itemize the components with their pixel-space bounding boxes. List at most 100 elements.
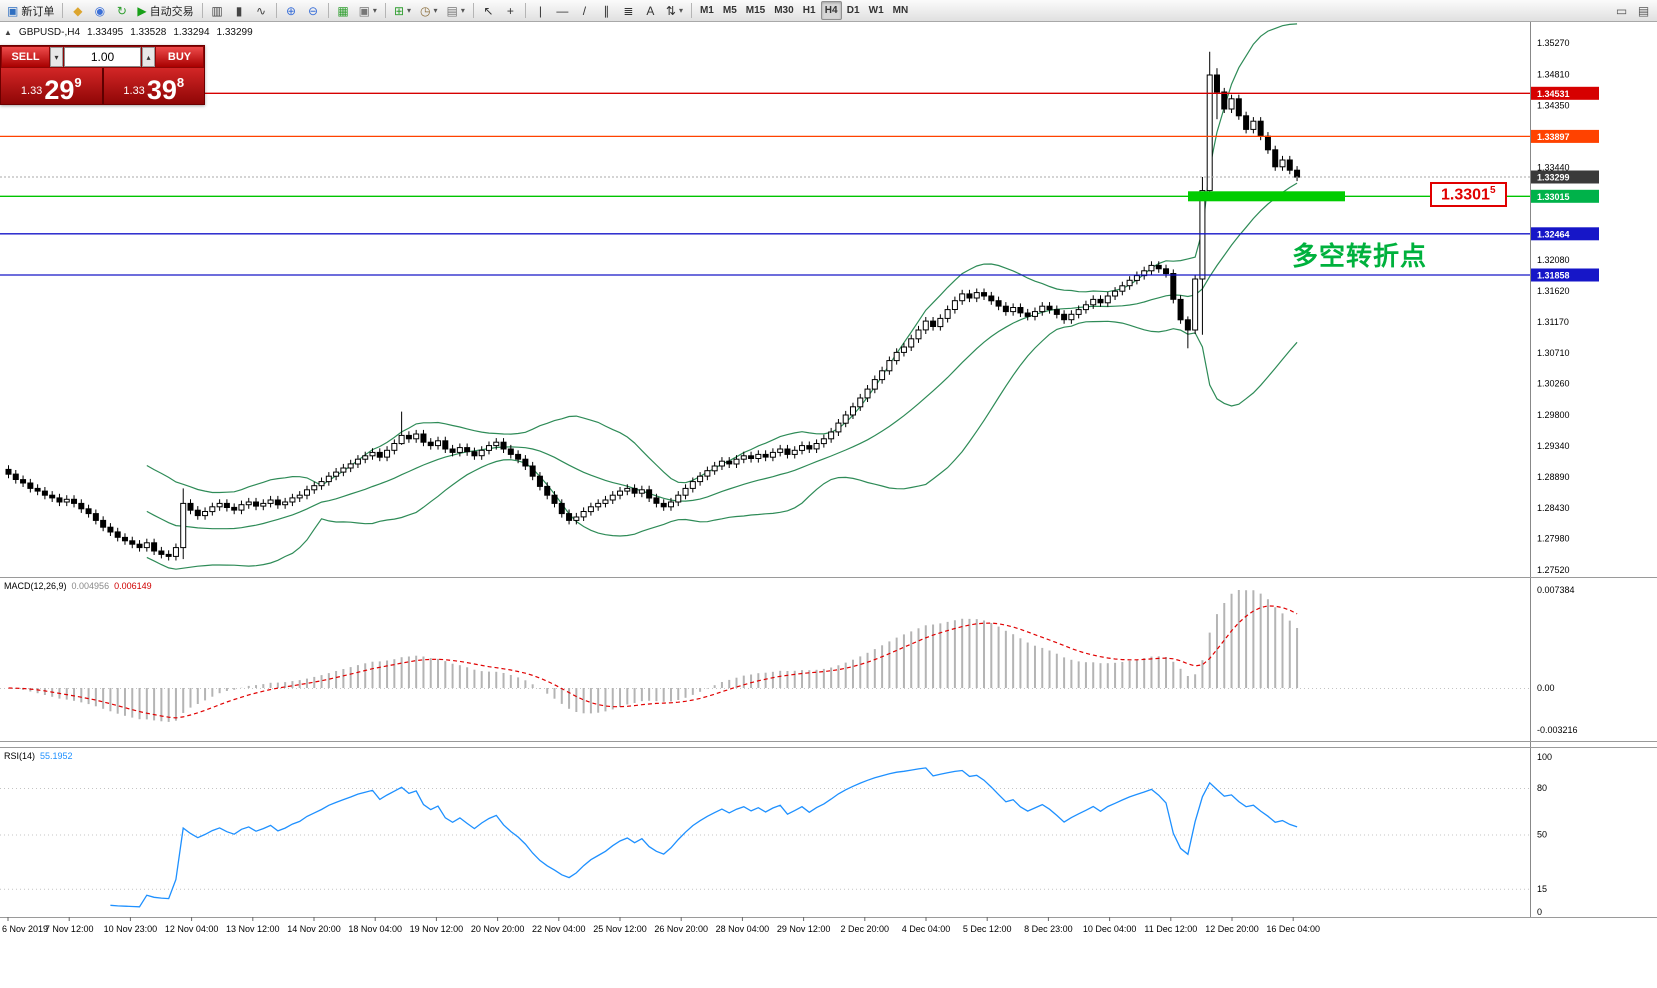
svg-text:1.34350: 1.34350: [1537, 101, 1570, 111]
auto-scroll-button[interactable]: ▤: [1633, 1, 1654, 20]
svg-text:1.34810: 1.34810: [1537, 69, 1570, 79]
svg-text:18 Nov 04:00: 18 Nov 04:00: [348, 924, 402, 934]
timeframe-h4-button-label: H4: [824, 5, 838, 16]
svg-text:1.30710: 1.30710: [1537, 348, 1570, 358]
svg-text:100: 100: [1537, 752, 1552, 762]
chevron-down-icon: ▾: [372, 6, 377, 15]
cascade-windows-button[interactable]: ▣ ▾: [355, 1, 381, 20]
rsi-indicator-label: RSI(14) 55.1952: [4, 751, 73, 761]
timeframe-m5-button[interactable]: M5: [719, 1, 741, 20]
trendline-button[interactable]: /: [574, 1, 595, 20]
top-toolbar: ▣ 新订单 ◆ ◉ ↻ ▶ 自动交易 ▥ ▮ ∿ ⊕ ⊖ ▦ ▣ ▾ ⊞ ▾ ◷ ▾ ▤ ▾ ↖ + | — / ∥ ≣ A ⇅ ▾ M1 M5…: [0, 0, 1657, 22]
channel-icon: ∥: [603, 3, 610, 18]
svg-text:1.33015: 1.33015: [1537, 192, 1570, 202]
svg-text:1.27520: 1.27520: [1537, 565, 1570, 575]
zoom-in-button[interactable]: ⊕: [281, 1, 302, 20]
timeframe-m1-button[interactable]: M1: [696, 1, 718, 20]
new-order-button[interactable]: ▣ 新订单: [3, 1, 58, 20]
volume-down-button[interactable]: ▾: [50, 47, 63, 67]
fibonacci-button[interactable]: ≣: [618, 1, 639, 20]
cursor-button[interactable]: ↖: [478, 1, 499, 20]
timeframe-h4-button[interactable]: H4: [820, 1, 842, 20]
sell-button[interactable]: SELL: [2, 47, 49, 67]
chevron-down-icon: ▾: [433, 6, 438, 15]
svg-text:50: 50: [1537, 830, 1547, 840]
toolbar-separator: [384, 3, 386, 18]
high-value: 1.33528: [130, 27, 167, 38]
svg-text:1.31858: 1.31858: [1537, 271, 1570, 281]
channel-button[interactable]: ∥: [596, 1, 617, 20]
cascade-icon: ▣: [358, 3, 370, 18]
rsi-value: 55.1952: [40, 751, 73, 761]
timeframe-m30-button-label: M30: [774, 5, 794, 16]
svg-text:1.31170: 1.31170: [1537, 317, 1569, 327]
one-click-trading-panel: SELL ▾ ▴ BUY 1.33 29 9 1.33 39 8: [0, 45, 205, 105]
autotrading-button[interactable]: ▶ 自动交易: [133, 1, 197, 20]
macd-main-value: 0.004956: [71, 581, 110, 591]
timeframe-d1-button[interactable]: D1: [843, 1, 864, 20]
sell-price[interactable]: 1.33 29 9: [1, 68, 102, 104]
timeframe-mn-button[interactable]: MN: [889, 1, 913, 20]
svg-text:1.33897: 1.33897: [1537, 132, 1570, 142]
chart-shift-button[interactable]: ▭: [1611, 1, 1632, 20]
bar-chart-button[interactable]: ▥: [207, 1, 228, 20]
buy-price-figure: 1.33: [123, 85, 145, 97]
support-price-main: 1.3301: [1441, 186, 1490, 204]
price-divider: [101, 68, 104, 104]
price-axis[interactable]: 1.35270 1.34810 1.34350 1.33440 1.32080 1.316…: [1531, 38, 1599, 575]
buy-price[interactable]: 1.33 39 8: [103, 68, 204, 104]
cursor-icon: ↖: [483, 3, 494, 18]
buy-button[interactable]: BUY: [156, 47, 203, 67]
text-button[interactable]: A: [640, 1, 661, 20]
timeframe-w1-button[interactable]: W1: [865, 1, 888, 20]
tile-windows-button[interactable]: ▦: [333, 1, 354, 20]
autotrading-button-label: 自动交易: [149, 5, 194, 18]
volume-input[interactable]: [64, 47, 141, 67]
svg-text:10 Nov 23:00: 10 Nov 23:00: [104, 924, 158, 934]
toolbar-separator: [327, 3, 329, 18]
chevron-down-icon: ▾: [460, 6, 465, 15]
profiles-icon: ◷: [420, 3, 431, 18]
refresh-button[interactable]: ↻: [111, 1, 132, 20]
svg-text:4 Dec 04:00: 4 Dec 04:00: [902, 924, 951, 934]
candlestick-chart-button[interactable]: ▮: [229, 1, 250, 20]
zoom-out-button[interactable]: ⊖: [303, 1, 324, 20]
new-chart-button[interactable]: ⊞ ▾: [390, 1, 415, 20]
turning-point-annotation[interactable]: 多空转折点: [1292, 241, 1428, 271]
scroll-icon: ▤: [1637, 3, 1650, 18]
one-click-toggle-icon[interactable]: ▲: [4, 28, 12, 37]
svg-text:1.35270: 1.35270: [1537, 38, 1570, 48]
svg-text:0: 0: [1537, 907, 1542, 917]
timeframe-h1-button[interactable]: H1: [799, 1, 820, 20]
timeframe-m15-button[interactable]: M15: [742, 1, 769, 20]
svg-text:1.31620: 1.31620: [1537, 286, 1570, 296]
support-price-label[interactable]: 1.33015: [1430, 182, 1507, 208]
crosshair-button[interactable]: +: [500, 1, 521, 20]
svg-text:6 Nov 2019: 6 Nov 2019: [2, 924, 48, 934]
arrows-button[interactable]: ⇅ ▾: [662, 1, 687, 20]
timeframe-m30-button[interactable]: M30: [770, 1, 797, 20]
line-chart-button[interactable]: ∿: [251, 1, 272, 20]
community-button[interactable]: ◉: [89, 1, 110, 20]
globe-icon: ◉: [94, 3, 106, 18]
svg-text:25 Nov 12:00: 25 Nov 12:00: [593, 924, 647, 934]
toolbar-separator: [524, 3, 526, 18]
play-icon: ▶: [137, 3, 147, 18]
rsi-panel: 100 80 50 15 0: [0, 752, 1552, 917]
timeframe-mn-button-label: MN: [892, 5, 909, 16]
horizontal-line-button[interactable]: —: [552, 1, 573, 20]
rsi-name: RSI(14): [4, 751, 36, 761]
profiles-button[interactable]: ◷ ▾: [416, 1, 442, 20]
svg-text:1.32464: 1.32464: [1537, 229, 1570, 239]
arrows-icon: ⇅: [665, 3, 676, 18]
support-zone-bar[interactable]: [1188, 191, 1345, 202]
templates-button[interactable]: ▤ ▾: [443, 1, 469, 20]
volume-up-button[interactable]: ▴: [142, 47, 155, 67]
vertical-line-button[interactable]: |: [530, 1, 551, 20]
tile-windows-icon: ▦: [337, 3, 349, 18]
deposit-button[interactable]: ◆: [67, 1, 88, 20]
chart-canvas[interactable]: 1.35270 1.34810 1.34350 1.33440 1.32080 1.316…: [0, 22, 1657, 988]
svg-text:11 Dec 12:00: 11 Dec 12:00: [1144, 924, 1197, 934]
fibonacci-icon: ≣: [623, 3, 634, 18]
